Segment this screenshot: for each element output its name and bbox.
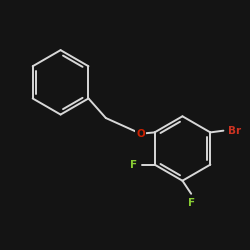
Text: O: O	[136, 129, 145, 139]
Text: F: F	[188, 198, 195, 208]
Text: Br: Br	[228, 126, 241, 136]
Text: F: F	[130, 160, 137, 170]
